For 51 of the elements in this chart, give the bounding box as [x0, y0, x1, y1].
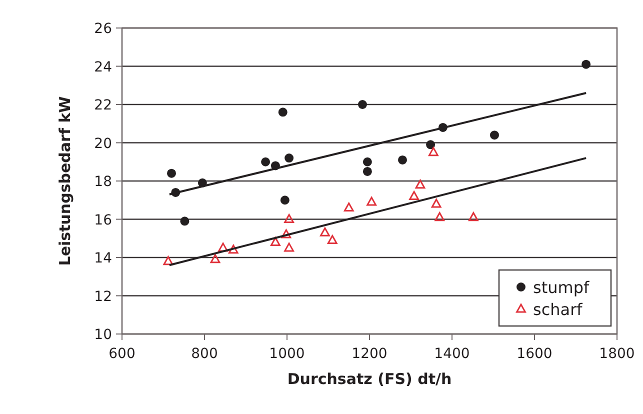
point — [362, 166, 372, 176]
point — [434, 212, 445, 222]
x-tick-label: 1800 — [599, 346, 635, 362]
x-tick-label: 1400 — [434, 346, 470, 362]
y-tick-label: 18 — [94, 174, 112, 190]
point — [431, 198, 442, 208]
x-tick-label: 1000 — [269, 346, 305, 362]
point — [261, 157, 270, 166]
point — [320, 227, 330, 236]
x-tick-label: 1600 — [516, 346, 552, 362]
point — [284, 214, 294, 223]
point — [163, 256, 174, 266]
y-axis-title: Leistungsbedarf kW — [56, 96, 74, 266]
point — [284, 154, 294, 163]
y-tick-label: 14 — [94, 250, 112, 266]
point — [490, 130, 499, 140]
y-tick-label: 16 — [94, 212, 112, 228]
point — [284, 242, 294, 252]
y-tick-label: 10 — [94, 327, 112, 343]
x-tick-label: 800 — [191, 346, 218, 362]
point — [344, 202, 354, 212]
point — [409, 191, 419, 200]
y-tick-label: 22 — [94, 98, 112, 114]
y-tick-label: 12 — [94, 288, 112, 305]
y-tick-label: 20 — [94, 136, 112, 152]
point — [218, 242, 228, 252]
x-tick-label: 1200 — [352, 346, 388, 362]
point — [362, 157, 372, 166]
point — [210, 254, 220, 264]
point — [398, 155, 407, 164]
point — [358, 100, 367, 109]
point — [280, 196, 290, 205]
point — [167, 168, 176, 178]
point — [281, 229, 292, 238]
legend-label: stumpf — [533, 278, 590, 297]
point — [180, 216, 190, 226]
point — [468, 212, 478, 222]
point — [426, 140, 436, 150]
y-tick-label: 24 — [94, 59, 112, 76]
y-tick-label: 26 — [94, 21, 112, 37]
point — [428, 147, 438, 156]
point — [270, 236, 280, 246]
x-axis-title: Durchsatz (FS) dt/h — [287, 370, 452, 388]
point — [228, 244, 238, 254]
point — [366, 196, 377, 206]
point — [582, 60, 591, 69]
point — [278, 108, 288, 117]
point — [415, 180, 426, 189]
x-tick-label: 600 — [108, 346, 136, 362]
legend-label: scharf — [533, 300, 583, 319]
point — [327, 235, 338, 244]
